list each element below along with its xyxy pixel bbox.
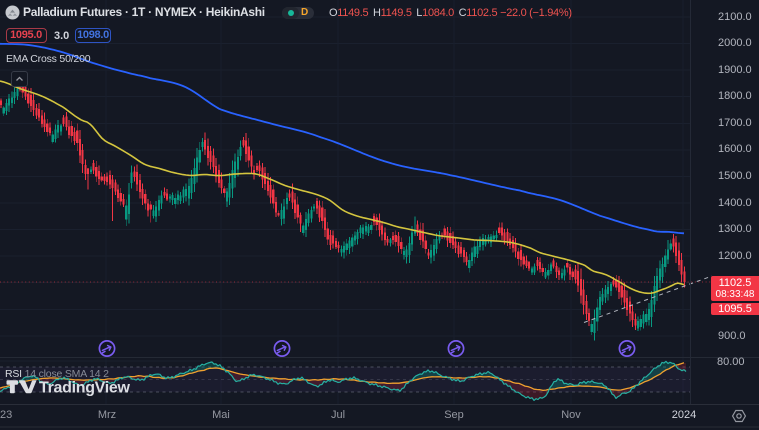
svg-text:TradingView: TradingView: [39, 380, 131, 397]
